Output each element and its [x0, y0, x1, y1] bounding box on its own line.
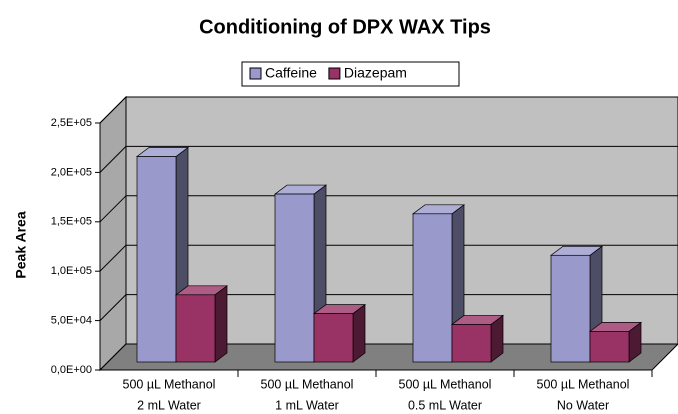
x-tick-label: 1 mL Water — [275, 398, 339, 412]
legend-swatch — [328, 67, 341, 80]
y-tick-label: 1,0E+05 — [51, 265, 92, 277]
legend-swatch — [249, 67, 262, 80]
y-axis-title: Peak Area — [13, 211, 29, 278]
y-tick-label: 2,0E+05 — [51, 166, 92, 178]
x-tick-label: 0.5 mL Water — [408, 398, 482, 412]
bar — [589, 331, 630, 363]
y-tick-label: 0,0E+00 — [51, 364, 92, 376]
bar — [451, 324, 492, 363]
x-tick-label: No Water — [557, 398, 609, 412]
legend-label: Caffeine — [265, 65, 317, 81]
grid-line — [99, 195, 127, 223]
y-tick-label: 1,5E+05 — [51, 216, 92, 228]
x-tick-label: 2 mL Water — [137, 398, 201, 412]
y-tick-label: 2,5E+05 — [51, 117, 92, 129]
bar-side — [352, 303, 366, 363]
bar — [412, 213, 453, 363]
bar-side — [214, 285, 228, 363]
chart-title: Conditioning of DPX WAX Tips — [199, 16, 491, 38]
x-tick-label: 500 µL Methanol — [399, 377, 492, 391]
x-tick-label: 500 µL Methanol — [261, 377, 354, 391]
legend-label: Diazepam — [344, 65, 407, 81]
bar — [175, 294, 216, 363]
bar — [274, 193, 315, 363]
bar — [313, 313, 354, 363]
x-tick-label: 500 µL Methanol — [537, 377, 630, 391]
side-wall — [99, 95, 127, 372]
legend-box — [241, 61, 460, 87]
x-tick-label: 500 µL Methanol — [123, 377, 216, 391]
grid-line — [99, 244, 127, 272]
bar — [136, 156, 177, 363]
bar — [550, 254, 591, 363]
grid-line — [99, 146, 127, 173]
y-tick-label: 5,0E+04 — [51, 315, 92, 327]
floor — [98, 343, 678, 371]
grid-line — [99, 294, 127, 321]
grid-line — [99, 96, 127, 124]
